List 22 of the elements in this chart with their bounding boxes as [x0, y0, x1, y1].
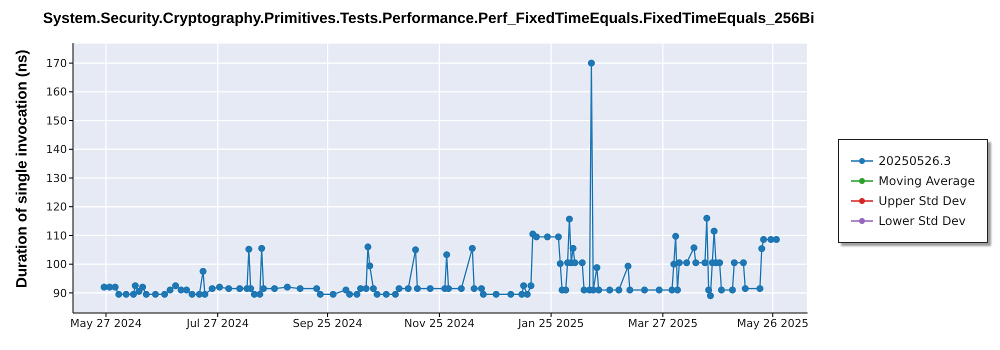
y-tick-label: 90	[53, 286, 67, 300]
legend-label: Moving Average	[878, 174, 975, 188]
x-tick-label: Nov 25 2024	[404, 316, 475, 330]
legend-label: Upper Std Dev	[878, 194, 966, 208]
y-tick-label: 110	[46, 229, 67, 242]
y-tick-label: 130	[46, 172, 67, 185]
x-tick-label: Jan 25 2025	[517, 316, 584, 330]
x-tick-label: Sep 25 2024	[292, 316, 362, 330]
y-tick-label: 170	[46, 57, 67, 70]
y-tick-label: 100	[46, 258, 67, 272]
legend-label: 20250526.3	[878, 154, 952, 168]
legend-label: Lower Std Dev	[878, 214, 966, 228]
y-tick-label: 160	[46, 86, 67, 99]
chart-title: System.Security.Cryptography.Primitives.Tests.Performance.Perf_FixedTimeEquals.FixedTimeEquals_256Bi	[42, 9, 816, 29]
x-tick-label: Mar 27 2025	[628, 316, 698, 330]
y-tick-label: 120	[46, 200, 67, 214]
y-axis-title: Duration of single invocation (ns)	[13, 50, 30, 288]
x-tick-label: May 27 2024	[70, 316, 142, 330]
y-tick-label: 140	[46, 143, 67, 156]
y-tick-label: 150	[46, 114, 67, 128]
x-tick-label: Jul 27 2024	[186, 316, 249, 330]
x-tick-label: May 26 2025	[736, 316, 809, 330]
